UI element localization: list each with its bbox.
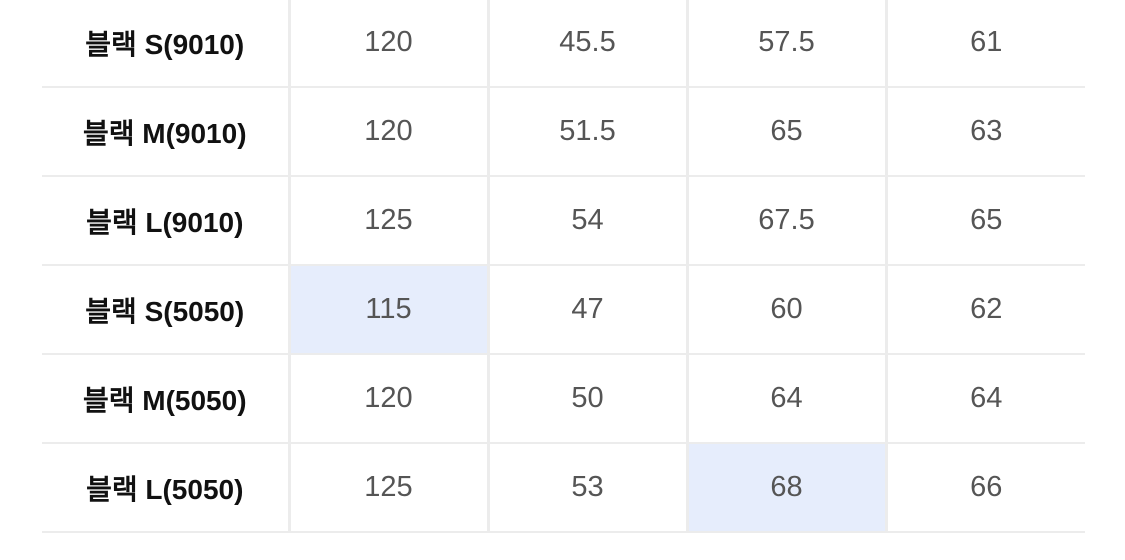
table-row: 블랙 M(5050) 120 50 64 64 <box>42 354 1085 444</box>
row-label: 블랙 M(5050) <box>42 354 289 444</box>
table-cell: 61 <box>884 0 1085 88</box>
table-cell: 57.5 <box>685 0 886 88</box>
table-cell: 68 <box>685 443 886 533</box>
table-cell: 60 <box>685 265 886 355</box>
row-label: 블랙 L(9010) <box>42 176 289 266</box>
table-cell: 64 <box>685 354 886 444</box>
table-cell: 125 <box>287 176 488 266</box>
table-cell: 53 <box>486 443 687 533</box>
row-label: 블랙 S(5050) <box>42 265 289 355</box>
table-cell: 63 <box>884 87 1085 177</box>
table-cell: 125 <box>287 443 488 533</box>
row-label: 블랙 S(9010) <box>42 0 289 88</box>
table-row: 블랙 L(5050) 125 53 68 66 <box>42 443 1085 533</box>
row-label: 블랙 L(5050) <box>42 443 289 533</box>
table-row: 블랙 S(9010) 120 45.5 57.5 61 <box>42 0 1085 88</box>
table-cell: 45.5 <box>486 0 687 88</box>
table-cell: 54 <box>486 176 687 266</box>
table-cell: 115 <box>287 265 488 355</box>
table-cell: 47 <box>486 265 687 355</box>
table-row: 블랙 M(9010) 120 51.5 65 63 <box>42 87 1085 177</box>
table-cell: 65 <box>685 87 886 177</box>
row-label: 블랙 M(9010) <box>42 87 289 177</box>
table-cell: 120 <box>287 87 488 177</box>
table-cell: 62 <box>884 265 1085 355</box>
table-cell: 67.5 <box>685 176 886 266</box>
table-cell: 64 <box>884 354 1085 444</box>
table-row: 블랙 L(9010) 125 54 67.5 65 <box>42 176 1085 266</box>
size-table: 블랙 S(9010) 120 45.5 57.5 61 블랙 M(9010) 120 51.5… <box>42 0 1085 533</box>
table-cell: 120 <box>287 0 488 88</box>
table-cell: 66 <box>884 443 1085 533</box>
table-row: 블랙 S(5050) 115 47 60 62 <box>42 265 1085 355</box>
table-cell: 65 <box>884 176 1085 266</box>
table-cell: 50 <box>486 354 687 444</box>
table-cell: 120 <box>287 354 488 444</box>
table-cell: 51.5 <box>486 87 687 177</box>
